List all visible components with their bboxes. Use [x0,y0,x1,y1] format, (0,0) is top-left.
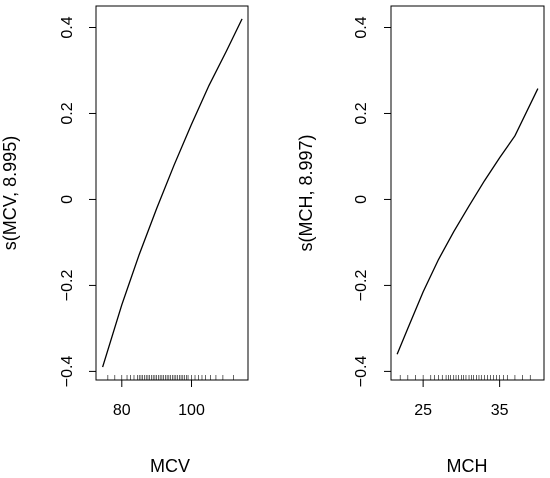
mcv-smooth-line [101,18,243,368]
mch-plot-frame [390,5,545,381]
mcv-y-tick-label: 0.2 [59,102,76,124]
mch-y-tick-label: −0.4 [353,356,370,388]
mcv-plot-frame [95,5,249,381]
mch-y-tick-label: 0 [353,195,370,204]
mcv-y-tick-label: −0.4 [59,356,76,388]
mch-y-tick-label: 0.2 [353,102,370,124]
mch-x-axis-label: MCH [447,456,488,476]
mcv-x-tick-label: 80 [113,402,131,419]
mch-y-tick-label: 0.4 [353,16,370,38]
mcv-panel: −0.4 −0.2 0 0.2 0.4 80 100 MCV s(MCV, 8.995) [0,5,249,476]
mch-y-tick-label: −0.2 [353,270,370,302]
mcv-y-tick-label: 0 [59,195,76,204]
mcv-x-tick-label: 100 [178,402,205,419]
mcv-y-axis: −0.4 −0.2 0 0.2 0.4 [59,16,96,387]
mcv-x-axis: 80 100 [113,380,205,419]
mch-x-tick-label: 25 [414,402,432,419]
mch-smooth-line [396,88,539,355]
mch-x-tick-label: 35 [491,402,509,419]
mch-rug [399,375,531,380]
mch-x-axis: 25 35 [414,380,509,419]
mcv-y-axis-label: s(MCV, 8.995) [0,136,20,250]
mcv-rug [107,375,234,380]
mch-y-axis-label: s(MCH, 8.997) [296,134,316,251]
mcv-y-tick-label: −0.2 [59,270,76,302]
mch-panel: −0.4 −0.2 0 0.2 0.4 25 35 MCH s(MCH, 8.997) [296,5,545,476]
mch-y-axis: −0.4 −0.2 0 0.2 0.4 [353,16,391,387]
mcv-y-tick-label: 0.4 [59,16,76,38]
mcv-x-axis-label: MCV [150,456,190,476]
